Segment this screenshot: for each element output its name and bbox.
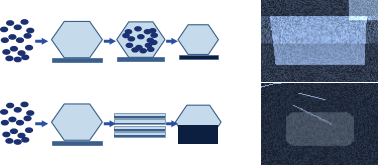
Circle shape — [14, 108, 21, 112]
FancyArrow shape — [35, 120, 48, 127]
Bar — [178, 125, 218, 144]
Circle shape — [150, 29, 156, 33]
Circle shape — [14, 140, 21, 144]
Circle shape — [7, 103, 14, 108]
Circle shape — [11, 47, 17, 51]
Circle shape — [128, 37, 135, 41]
Circle shape — [136, 46, 142, 50]
Circle shape — [27, 28, 34, 33]
Circle shape — [2, 120, 8, 125]
Polygon shape — [175, 105, 221, 139]
FancyArrow shape — [104, 38, 116, 45]
Circle shape — [21, 102, 28, 107]
Circle shape — [26, 128, 33, 132]
Bar — [114, 126, 165, 131]
Circle shape — [17, 120, 23, 125]
Circle shape — [126, 43, 133, 47]
Circle shape — [9, 35, 16, 39]
FancyArrow shape — [35, 38, 48, 45]
Circle shape — [9, 117, 16, 122]
Circle shape — [151, 40, 157, 44]
Circle shape — [18, 51, 25, 55]
Circle shape — [24, 34, 31, 38]
Circle shape — [138, 35, 144, 39]
Polygon shape — [51, 21, 102, 58]
Circle shape — [7, 21, 14, 25]
Bar — [52, 141, 102, 145]
Circle shape — [2, 38, 8, 42]
Circle shape — [3, 132, 10, 137]
Bar — [114, 135, 165, 137]
Circle shape — [21, 20, 28, 24]
Circle shape — [147, 38, 153, 42]
Bar — [114, 113, 165, 118]
Circle shape — [14, 25, 21, 30]
Circle shape — [11, 129, 17, 133]
Circle shape — [1, 27, 8, 32]
Bar — [52, 58, 102, 62]
Polygon shape — [51, 104, 102, 140]
Bar — [114, 116, 165, 118]
Circle shape — [18, 133, 25, 138]
Bar — [114, 132, 165, 137]
Circle shape — [144, 30, 151, 34]
Circle shape — [145, 43, 152, 47]
Circle shape — [22, 138, 29, 142]
Circle shape — [125, 30, 132, 34]
Circle shape — [27, 111, 34, 115]
Circle shape — [6, 139, 13, 143]
Circle shape — [135, 27, 141, 31]
Bar — [114, 123, 165, 124]
Circle shape — [151, 33, 157, 37]
Circle shape — [1, 110, 8, 114]
Bar — [117, 57, 164, 61]
Circle shape — [26, 46, 33, 50]
FancyArrow shape — [166, 120, 178, 127]
Circle shape — [140, 49, 146, 53]
FancyArrow shape — [104, 120, 116, 127]
Polygon shape — [117, 22, 165, 57]
Circle shape — [17, 38, 23, 42]
Circle shape — [123, 34, 129, 38]
Circle shape — [22, 55, 29, 60]
Circle shape — [24, 116, 31, 120]
Circle shape — [14, 57, 21, 62]
Bar — [114, 119, 165, 124]
Polygon shape — [178, 25, 218, 54]
Circle shape — [132, 48, 138, 52]
FancyArrow shape — [166, 38, 178, 45]
Bar — [114, 129, 165, 131]
Bar — [179, 55, 218, 59]
Circle shape — [3, 50, 10, 54]
Circle shape — [148, 47, 154, 51]
Circle shape — [6, 56, 13, 61]
